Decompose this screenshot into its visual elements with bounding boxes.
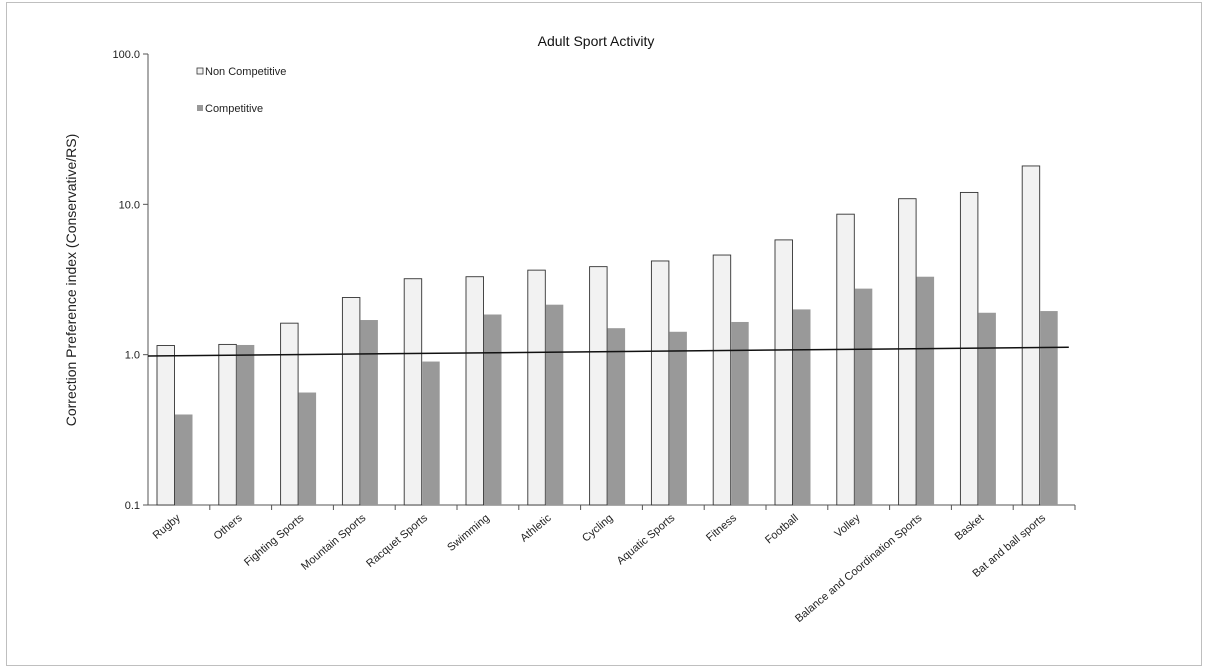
y-tick-label: 100.0 — [112, 49, 140, 61]
bar-competitive — [298, 392, 317, 505]
bar-competitive — [175, 414, 193, 505]
y-tick-label: 0.1 — [125, 500, 140, 512]
x-category-label: Cycling — [580, 512, 615, 544]
trend-line — [147, 346, 1069, 357]
bar-competitive — [793, 309, 811, 505]
bar-non-competitive — [156, 345, 175, 506]
bar-non-competitive — [218, 343, 237, 506]
chart-frame — [6, 2, 1202, 666]
bar-competitive — [607, 328, 626, 505]
y-tick-label: 10.0 — [119, 199, 140, 211]
bar-non-competitive — [589, 266, 608, 506]
bar-competitive — [916, 276, 935, 505]
bar-competitive — [731, 321, 749, 505]
x-category-label: Fitness — [704, 512, 739, 544]
x-category-label: Racquet Sports — [364, 512, 430, 570]
bar-competitive — [484, 314, 502, 505]
x-category-label: Rugby — [151, 512, 183, 542]
legend-swatch-non-competitive — [196, 67, 204, 75]
legend-label-non-competitive: Non Competitive — [205, 66, 286, 78]
bar-non-competitive — [403, 278, 423, 506]
bar-non-competitive — [898, 198, 917, 506]
x-category-label: Athletic — [518, 512, 554, 545]
bar-competitive — [1040, 311, 1058, 505]
x-category-label: Basket — [953, 512, 986, 543]
bar-non-competitive — [280, 322, 299, 506]
x-category-label: Swimming — [445, 512, 492, 554]
bar-competitive — [669, 331, 687, 505]
legend-label-competitive: Competitive — [205, 103, 263, 115]
bar-non-competitive — [527, 269, 546, 506]
bar-competitive — [978, 312, 996, 505]
bar-competitive — [360, 320, 378, 505]
x-category-label: Mountain Sports — [299, 512, 368, 573]
legend: Non Competitive Competitive — [196, 66, 286, 115]
bar-non-competitive — [341, 297, 361, 506]
bar-non-competitive — [774, 239, 793, 506]
bar-competitive — [854, 288, 873, 505]
x-category-label: Football — [763, 512, 801, 546]
x-category-label: Others — [212, 512, 245, 543]
bar-non-competitive — [1021, 165, 1041, 506]
chart-title: Adult Sport Activity — [538, 33, 655, 49]
y-tick-label: 1.0 — [125, 350, 140, 362]
bar-competitive — [422, 361, 440, 505]
bar-non-competitive — [836, 213, 855, 506]
bar-competitive — [545, 304, 564, 505]
x-category-label: Fighting Sports — [242, 512, 307, 569]
y-axis-label: Correction Preference index (Conservativ… — [63, 134, 79, 427]
x-category-label: Volley — [832, 512, 863, 540]
bar-non-competitive — [465, 276, 484, 506]
x-category-label: Aquatic Sports — [615, 512, 678, 567]
bar-non-competitive — [650, 260, 670, 506]
bar-non-competitive — [712, 254, 732, 506]
bar-competitive — [236, 344, 255, 505]
legend-swatch-competitive — [197, 105, 203, 111]
x-category-label: Balance and Coordination Sports — [793, 512, 925, 625]
